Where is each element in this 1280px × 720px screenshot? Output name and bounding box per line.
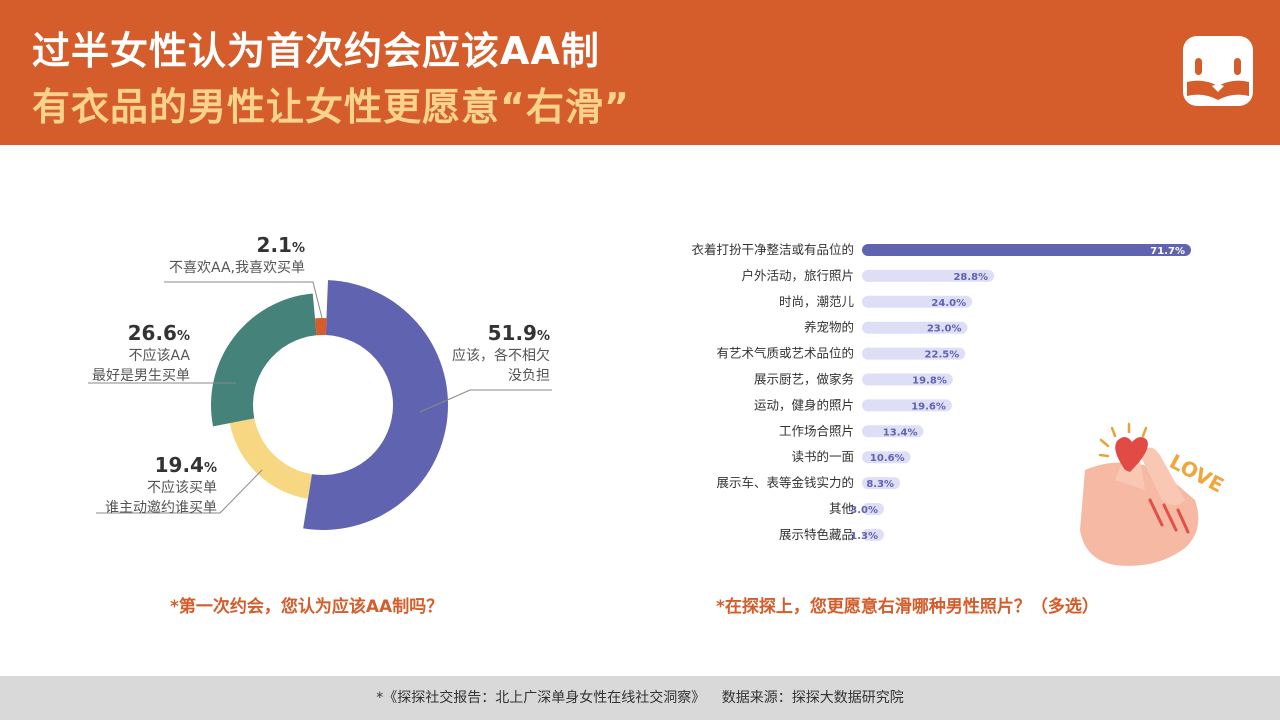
donut-pct-3: 2.1% <box>257 233 305 257</box>
bar-category-10: 其他 <box>829 501 855 516</box>
bar-6 <box>862 399 952 412</box>
bar-1 <box>862 269 995 282</box>
donut-question: *第一次约会，您认为应该AA制吗？ <box>170 597 444 617</box>
bar-11 <box>862 528 884 541</box>
donut-label-1: 不应该买单 <box>147 479 217 496</box>
bar-4 <box>862 347 966 360</box>
bar-value-9: 8.3% <box>866 479 894 490</box>
leader-line-1 <box>96 469 263 514</box>
bar-value-3: 23.0% <box>927 324 962 335</box>
bar-value-2: 24.0% <box>931 298 966 309</box>
bar-value-6: 19.6% <box>911 401 946 412</box>
bar-category-3: 养宠物的 <box>804 320 854 335</box>
bar-value-10: 3.0% <box>850 505 878 516</box>
bar-category-6: 运动，健身的照片 <box>754 397 854 412</box>
leader-line-0 <box>419 389 552 413</box>
footer-source: *《探探社交报告：北上广深单身女性在线社交洞察》 数据来源：探探大数据研究院 <box>0 676 1280 720</box>
donut-slice-0 <box>303 280 449 530</box>
bar-category-11: 展示特色藏品 <box>779 527 854 542</box>
donut-label-0: 应该，各不相欠 <box>452 347 550 364</box>
donut-slice-1 <box>229 418 312 499</box>
donut-label-2: 不应该AA <box>128 347 190 364</box>
bar-category-0: 衣着打扮干净整洁或有品位的 <box>691 242 854 257</box>
page-subtitle: 有衣品的男性让女性更愿意“右滑” <box>32 85 630 129</box>
bar-value-8: 10.6% <box>870 453 905 464</box>
bar-8 <box>862 451 911 464</box>
bar-9 <box>862 477 901 490</box>
bar-value-0: 71.7% <box>1150 246 1185 257</box>
bar-value-1: 28.8% <box>953 272 988 283</box>
bar-value-4: 22.5% <box>925 350 960 361</box>
bar-category-9: 展示车、表等金钱实力的 <box>716 475 854 490</box>
donut-pct-0: 51.9% <box>488 321 550 345</box>
donut-label-2-0: 没负担 <box>508 368 550 384</box>
donut-label-3: 不喜欢AA,我喜欢买单 <box>169 260 305 276</box>
bar-0 <box>862 244 1191 256</box>
bar-category-2: 时尚，潮范儿 <box>779 294 855 309</box>
bar-category-7: 工作场合照片 <box>779 423 854 438</box>
bar-7 <box>862 425 924 438</box>
bar-category-8: 读书的一面 <box>791 449 854 464</box>
donut-label-2-1: 谁主动邀约谁买单 <box>105 500 217 516</box>
leader-line-3 <box>164 281 323 319</box>
bar-10 <box>862 503 884 515</box>
bar-value-7: 13.4% <box>883 427 918 438</box>
data-source: 数据来源：探探大数据研究院 <box>721 690 904 706</box>
love-hand-illustration: LOVE <box>1080 422 1228 566</box>
bar-category-4: 有艺术气质或艺术品位的 <box>716 346 854 361</box>
bar-category-5: 展示厨艺，做家务 <box>754 372 854 387</box>
logo-icon <box>1187 58 1249 100</box>
bar-chart: 衣着打扮干净整洁或有品位的 71.7% 户外活动，旅行照片 28.8% 时尚，潮范儿 24… <box>691 242 1191 542</box>
report-name: *《探探社交报告：北上广深单身女性在线社交洞察》 <box>376 690 706 706</box>
bar-category-1: 户外活动，旅行照片 <box>741 268 854 283</box>
donut-chart <box>211 280 449 530</box>
tantan-logo <box>1183 36 1253 106</box>
donut-pct-2: 26.6% <box>128 321 190 345</box>
bar-value-11: 1.3% <box>850 531 878 542</box>
bar-2 <box>862 295 973 308</box>
donut-slice-2 <box>211 293 317 427</box>
header-banner: 过半女性认为首次约会应该AA制 有衣品的男性让女性更愿意“右滑” <box>0 0 1280 145</box>
bar-value-5: 19.8% <box>912 376 947 387</box>
donut-label-2-2: 最好是男生买单 <box>92 368 190 384</box>
bar-5 <box>862 373 953 386</box>
bar-3 <box>862 321 968 334</box>
page-title: 过半女性认为首次约会应该AA制 <box>32 29 600 73</box>
bar-question: *在探探上，您更愿意右滑哪种男性照片？（多选） <box>716 597 1099 617</box>
donut-slice-3 <box>315 318 327 336</box>
donut-pct-1: 19.4% <box>155 453 217 477</box>
